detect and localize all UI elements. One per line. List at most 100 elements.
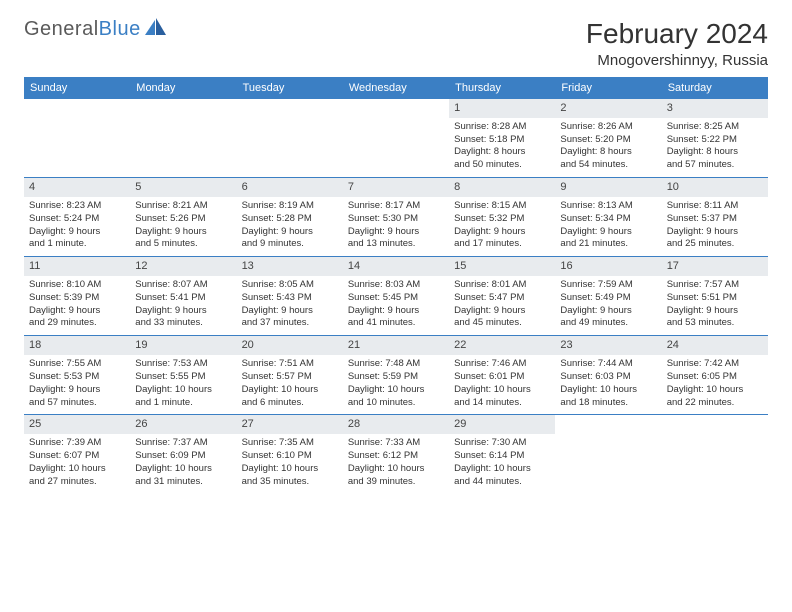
day-cell: 2Sunrise: 8:26 AMSunset: 5:20 PMDaylight… [555,99,661,177]
sunset-text: Sunset: 5:53 PM [29,371,125,384]
dayname-header: Sunday [24,77,130,99]
sunset-text: Sunset: 6:09 PM [135,450,231,463]
sunrise-text: Sunrise: 8:03 AM [348,279,444,292]
day-details: Sunrise: 8:15 AMSunset: 5:32 PMDaylight:… [449,197,555,256]
sunrise-text: Sunrise: 7:57 AM [667,279,763,292]
day-details: Sunrise: 8:01 AMSunset: 5:47 PMDaylight:… [449,276,555,335]
sunrise-text: Sunrise: 7:30 AM [454,437,550,450]
daylight-text: Daylight: 9 hours [135,226,231,239]
day-number: 22 [449,336,555,355]
daylight-text: Daylight: 10 hours [667,384,763,397]
daylight-text: and 35 minutes. [242,476,338,489]
dayname-header: Saturday [662,77,768,99]
day-details: Sunrise: 7:59 AMSunset: 5:49 PMDaylight:… [555,276,661,335]
sunset-text: Sunset: 5:49 PM [560,292,656,305]
day-cell: 5Sunrise: 8:21 AMSunset: 5:26 PMDaylight… [130,178,236,256]
day-number: 24 [662,336,768,355]
day-cell: 20Sunrise: 7:51 AMSunset: 5:57 PMDayligh… [237,336,343,414]
sunset-text: Sunset: 5:22 PM [667,134,763,147]
sunrise-text: Sunrise: 7:37 AM [135,437,231,450]
day-details: Sunrise: 8:10 AMSunset: 5:39 PMDaylight:… [24,276,130,335]
daylight-text: and 1 minute. [29,238,125,251]
day-cell: 15Sunrise: 8:01 AMSunset: 5:47 PMDayligh… [449,257,555,335]
daylight-text: Daylight: 10 hours [348,384,444,397]
weeks-container: 1Sunrise: 8:28 AMSunset: 5:18 PMDaylight… [24,99,768,493]
daylight-text: and 49 minutes. [560,317,656,330]
daylight-text: Daylight: 9 hours [29,305,125,318]
day-details: Sunrise: 8:26 AMSunset: 5:20 PMDaylight:… [555,118,661,177]
sunset-text: Sunset: 6:12 PM [348,450,444,463]
sunset-text: Sunset: 5:24 PM [29,213,125,226]
day-details: Sunrise: 8:17 AMSunset: 5:30 PMDaylight:… [343,197,449,256]
calendar-page: GeneralBlue February 2024 Mnogovershinny… [0,0,792,511]
day-details: Sunrise: 8:28 AMSunset: 5:18 PMDaylight:… [449,118,555,177]
day-details: Sunrise: 8:21 AMSunset: 5:26 PMDaylight:… [130,197,236,256]
sunrise-text: Sunrise: 8:01 AM [454,279,550,292]
day-number: 28 [343,415,449,434]
day-details: Sunrise: 7:51 AMSunset: 5:57 PMDaylight:… [237,355,343,414]
day-number: 11 [24,257,130,276]
daylight-text: Daylight: 10 hours [29,463,125,476]
day-cell: 10Sunrise: 8:11 AMSunset: 5:37 PMDayligh… [662,178,768,256]
daylight-text: Daylight: 10 hours [454,463,550,476]
daylight-text: and 31 minutes. [135,476,231,489]
day-details: Sunrise: 7:48 AMSunset: 5:59 PMDaylight:… [343,355,449,414]
sunrise-text: Sunrise: 7:55 AM [29,358,125,371]
day-details: Sunrise: 7:39 AMSunset: 6:07 PMDaylight:… [24,434,130,493]
daylight-text: and 10 minutes. [348,397,444,410]
day-details: Sunrise: 7:37 AMSunset: 6:09 PMDaylight:… [130,434,236,493]
daylight-text: and 25 minutes. [667,238,763,251]
day-number: 16 [555,257,661,276]
empty-cell [343,99,449,177]
daylight-text: Daylight: 9 hours [29,226,125,239]
sunset-text: Sunset: 6:14 PM [454,450,550,463]
dayname-header: Friday [555,77,661,99]
sunrise-text: Sunrise: 8:13 AM [560,200,656,213]
week-row: 18Sunrise: 7:55 AMSunset: 5:53 PMDayligh… [24,336,768,415]
daylight-text: Daylight: 9 hours [242,226,338,239]
sunrise-text: Sunrise: 8:26 AM [560,121,656,134]
sunrise-text: Sunrise: 7:35 AM [242,437,338,450]
daylight-text: and 45 minutes. [454,317,550,330]
day-cell: 29Sunrise: 7:30 AMSunset: 6:14 PMDayligh… [449,415,555,493]
daylight-text: and 9 minutes. [242,238,338,251]
day-number: 6 [237,178,343,197]
daylight-text: Daylight: 10 hours [135,463,231,476]
logo-sail-icon [145,18,167,41]
day-cell: 3Sunrise: 8:25 AMSunset: 5:22 PMDaylight… [662,99,768,177]
sunrise-text: Sunrise: 7:53 AM [135,358,231,371]
daylight-text: Daylight: 9 hours [242,305,338,318]
day-cell: 1Sunrise: 8:28 AMSunset: 5:18 PMDaylight… [449,99,555,177]
brand-logo: GeneralBlue [24,18,167,41]
daylight-text: and 1 minute. [135,397,231,410]
daylight-text: Daylight: 10 hours [454,384,550,397]
sunset-text: Sunset: 5:51 PM [667,292,763,305]
day-cell: 24Sunrise: 7:42 AMSunset: 6:05 PMDayligh… [662,336,768,414]
daylight-text: Daylight: 10 hours [348,463,444,476]
empty-cell [555,415,661,493]
daylight-text: and 44 minutes. [454,476,550,489]
day-cell: 27Sunrise: 7:35 AMSunset: 6:10 PMDayligh… [237,415,343,493]
sunrise-text: Sunrise: 8:25 AM [667,121,763,134]
sunrise-text: Sunrise: 8:17 AM [348,200,444,213]
sunrise-text: Sunrise: 7:42 AM [667,358,763,371]
day-details: Sunrise: 7:46 AMSunset: 6:01 PMDaylight:… [449,355,555,414]
day-cell: 7Sunrise: 8:17 AMSunset: 5:30 PMDaylight… [343,178,449,256]
daylight-text: and 17 minutes. [454,238,550,251]
daylight-text: and 37 minutes. [242,317,338,330]
day-number: 5 [130,178,236,197]
daylight-text: and 53 minutes. [667,317,763,330]
daylight-text: Daylight: 10 hours [560,384,656,397]
sunset-text: Sunset: 6:03 PM [560,371,656,384]
daylight-text: Daylight: 9 hours [667,226,763,239]
title-block: February 2024 Mnogovershinnyy, Russia [586,18,768,69]
sunset-text: Sunset: 6:10 PM [242,450,338,463]
daylight-text: and 14 minutes. [454,397,550,410]
sunrise-text: Sunrise: 8:19 AM [242,200,338,213]
sunrise-text: Sunrise: 8:23 AM [29,200,125,213]
sunset-text: Sunset: 5:47 PM [454,292,550,305]
daylight-text: and 41 minutes. [348,317,444,330]
sunrise-text: Sunrise: 7:44 AM [560,358,656,371]
day-cell: 17Sunrise: 7:57 AMSunset: 5:51 PMDayligh… [662,257,768,335]
sunset-text: Sunset: 5:57 PM [242,371,338,384]
